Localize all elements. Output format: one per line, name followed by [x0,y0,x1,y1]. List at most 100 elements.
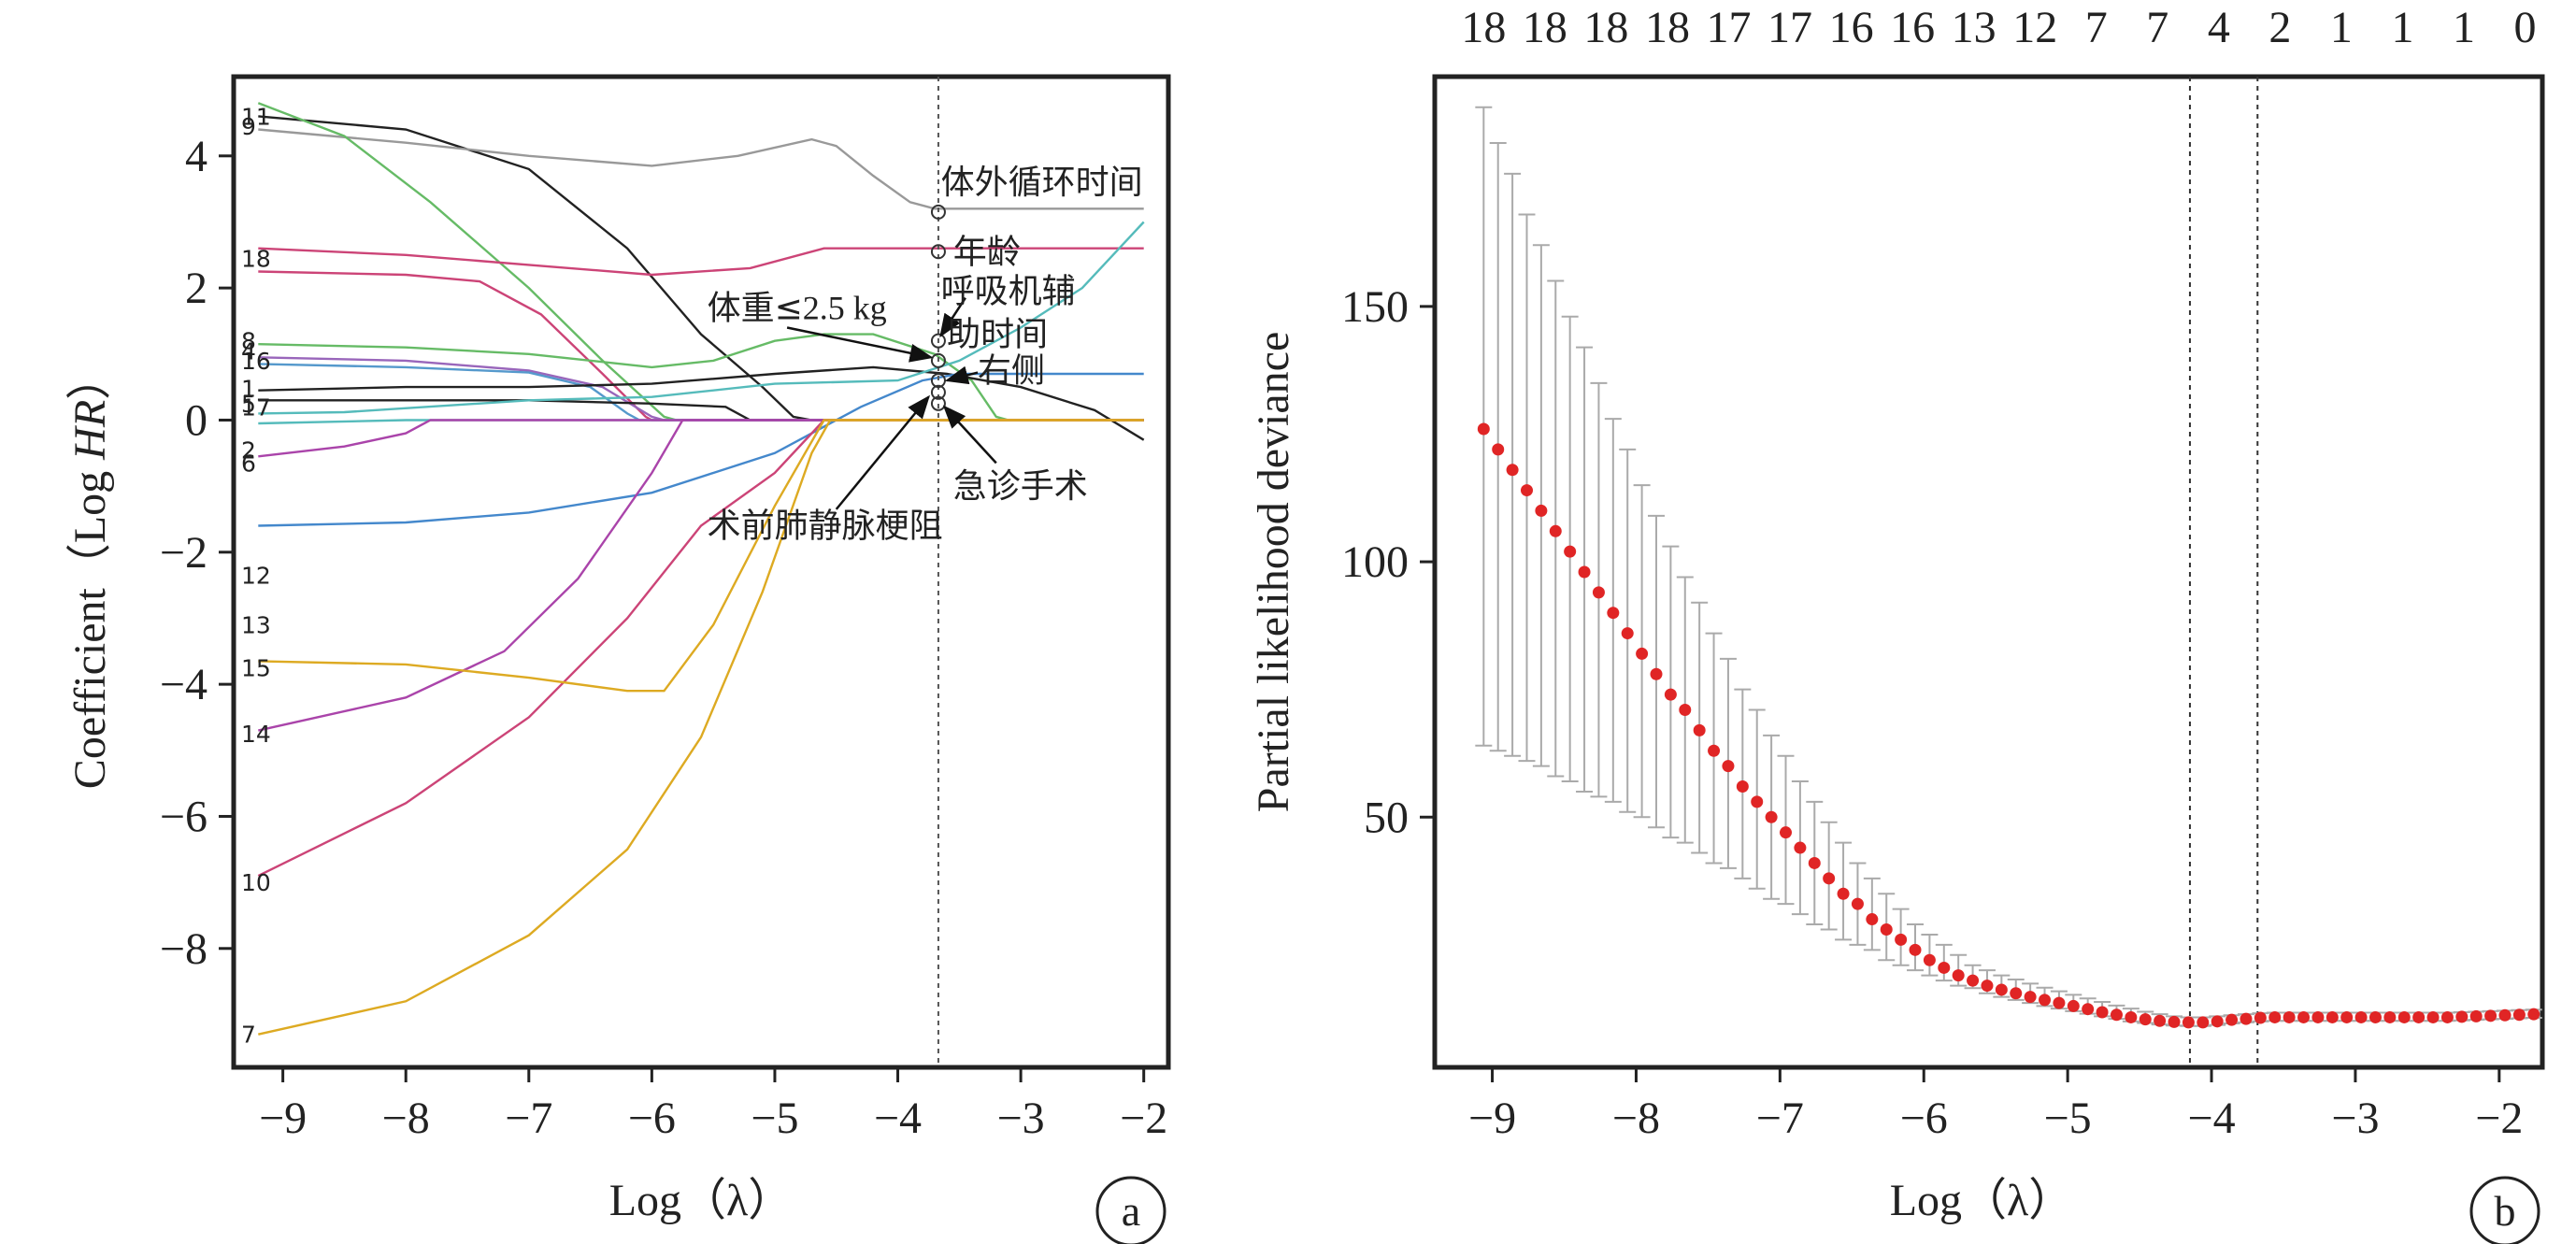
deviance-point [2211,1015,2224,1028]
deviance-point [1765,810,1778,823]
x-tick-label: −5 [2044,1094,2092,1143]
variable-annotation: 术前肺静脉梗阻 [708,508,943,546]
deviance-point [2010,987,2023,1000]
coefficient-path [258,128,1144,210]
deviance-point [2082,1003,2095,1016]
deviance-point [1967,974,1980,987]
deviance-point [2125,1010,2138,1023]
weight-annotation-unit: kg [845,289,887,326]
panel-a-letter: a [1122,1187,1140,1235]
x-tick-label: −4 [874,1094,922,1143]
deviance-point [2067,999,2080,1012]
top-axis-label: 13 [1952,3,1996,52]
path-index-label: 6 [241,450,256,477]
path-index-label: 18 [241,245,271,272]
variable-annotation: 右侧 [978,351,1045,390]
deviance-point [2225,1013,2239,1026]
selected-coefficient-marker [930,204,946,220]
deviance-point [2024,991,2037,1004]
deviance-point [1851,897,1864,910]
deviance-point [2240,1012,2253,1025]
deviance-point [2397,1010,2411,1023]
path-index-label: 7 [241,1022,256,1049]
panel-b-x-ticks: −9 −8 −7 −6 −5 −4 −3 −2 [1468,1067,2523,1143]
deviance-point [1693,723,1706,736]
path-index-label: 2 [241,436,256,464]
deviance-point [2455,1010,2469,1023]
x-tick-label: −7 [505,1094,552,1143]
deviance-point [1679,704,1692,717]
panel-b-deviance-points [1477,422,2540,1029]
deviance-point [2154,1014,2167,1027]
path-index-label: 11 [241,103,271,130]
deviance-point [2484,1009,2497,1022]
panel-a-letter-circle [1095,1176,1166,1244]
annotation-arrow [786,326,934,363]
y-tick-label: 100 [1341,537,1409,587]
panel-b-plot-frame [1432,74,2545,1070]
deviance-point [1578,565,1591,579]
deviance-point [1549,524,1562,537]
deviance-point [1909,943,1922,956]
deviance-point [1650,667,1663,680]
panel-a-annotation-arrows [786,297,997,510]
top-axis-label: 18 [1523,3,1567,52]
deviance-point [1535,504,1548,517]
deviance-point [1722,760,1735,773]
x-tick-label: −9 [259,1094,307,1143]
deviance-point [2326,1010,2339,1023]
coefficient-path [258,221,1145,415]
panel-b-top-axis-labels: 18 18 18 18 17 17 16 16 13 12 7 7 4 2 1 1 1 0 [1461,3,2536,52]
variable-annotation: 急诊手术 [953,467,1088,506]
x-tick-label: −9 [1468,1094,1516,1143]
deviance-point [2110,1008,2123,1022]
deviance-point [1520,484,1533,497]
deviance-point [1938,961,1951,974]
deviance-point [1923,953,1936,966]
x-tick-label: −8 [1612,1094,1660,1143]
deviance-point [2182,1016,2195,1029]
variable-annotation: 年龄 [953,233,1021,271]
panel-b-error-bars [1475,106,2542,1027]
panel-a-y-ticks: 4 2 0 −2 −4 −6 −8 [160,132,234,974]
x-tick-label: −2 [2475,1094,2523,1143]
coefficient-path-panel: −9 −8 −7 −6 −5 −4 −3 −2 420−2−4−6−8 11918841615… [65,74,1171,1244]
top-axis-label: 1 [2391,3,2413,52]
annotation-arrow [939,297,966,338]
path-index-label: 4 [241,337,256,365]
y-tick-label: 4 [185,132,208,181]
coefficient-path [258,419,1144,458]
coefficient-path [258,419,1144,1036]
x-tick-label: −6 [1900,1094,1948,1143]
weight-annotation: 体重≤2.5 kg [708,289,887,327]
panel-b-y-axis-title: Partial likelihood deviance [1249,332,1298,813]
weight-annotation-value: 2.5 [803,289,845,326]
panel-a-y-axis-title: Coefficient（Log HR） [65,355,115,789]
x-tick-label: −6 [628,1094,676,1143]
top-axis-label: 17 [1706,3,1751,52]
y-tick-label: −2 [160,528,208,578]
y-tick-label: 0 [185,395,208,445]
top-axis-label: 1 [2453,3,2475,52]
deviance-point [2168,1015,2181,1028]
panel-a-x-axis-title: Log（λ） [609,1176,794,1225]
deviance-point [1895,933,1908,946]
top-axis-label: 2 [2268,3,2291,52]
deviance-point [1708,744,1721,757]
top-axis-label: 17 [1767,3,1812,52]
deviance-point [2426,1010,2440,1023]
deviance-point [1780,826,1793,839]
deviance-point [1736,779,1749,793]
deviance-point [2354,1010,2368,1023]
coefficient-path [258,419,1144,732]
path-index-label: 9 [241,113,256,140]
deviance-point [2139,1013,2152,1026]
top-axis-label: 18 [1645,3,1690,52]
coefficient-path [258,419,1144,693]
deviance-point [2527,1008,2540,1021]
panel-b-y-ticks: 150 100 50 [1341,282,1435,842]
deviance-point [1995,983,2008,996]
